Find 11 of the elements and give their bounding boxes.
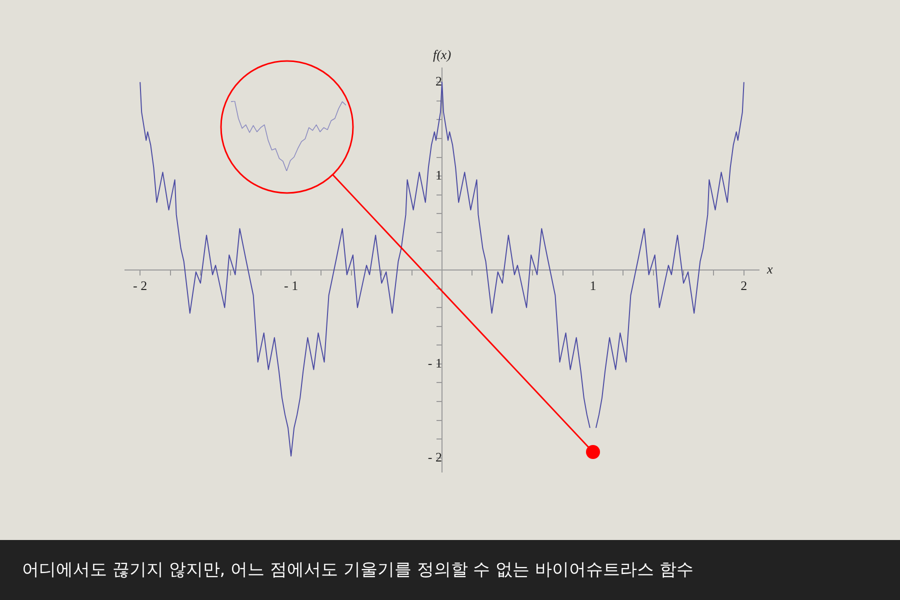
text: 어디에서도 끊기지 않지만, 어느 점에서도 기울기를 정의할 수 없는 바이어슈트라스 함수 <box>0 540 900 600</box>
x-tick-label: 2 <box>740 278 748 294</box>
y-tick-label: - 1 <box>428 355 442 370</box>
x-tick-label: 1 <box>590 278 596 294</box>
y-tick-label: 1 <box>436 167 442 182</box>
x-tick-label: - 1 <box>284 278 298 294</box>
x-axis-title: x <box>766 261 773 276</box>
x-tick-label: - 2 <box>133 278 148 294</box>
y-tick-label: 2 <box>436 74 442 89</box>
y-tick-label: - 2 <box>428 449 442 464</box>
y-axis-title: f(x) <box>432 46 452 62</box>
